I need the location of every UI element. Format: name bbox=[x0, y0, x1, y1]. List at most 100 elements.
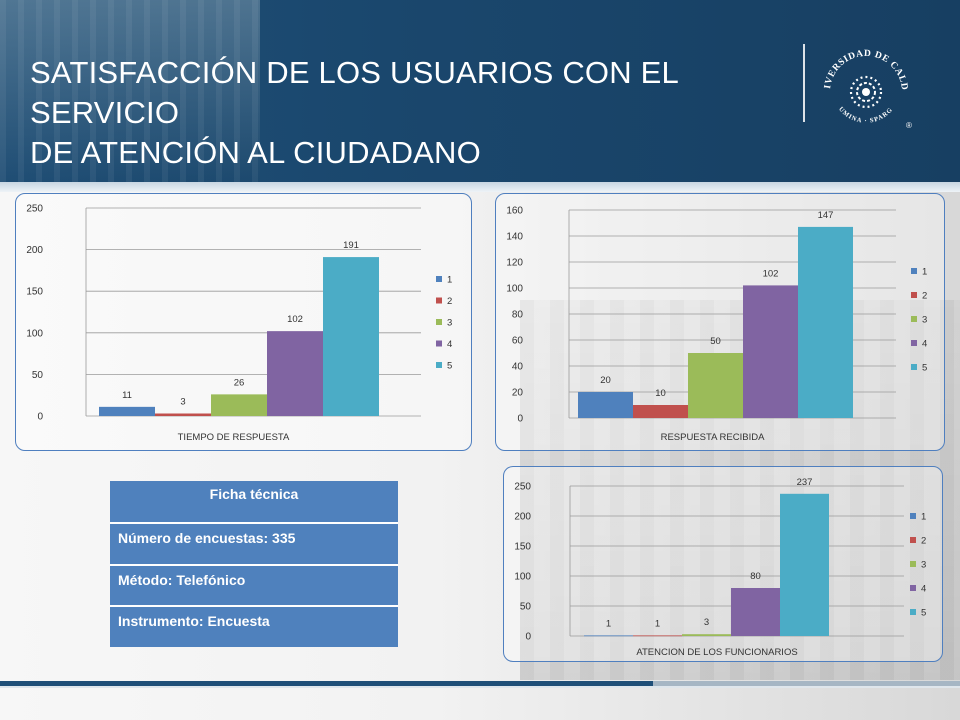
y-tick-label: 150 bbox=[26, 287, 43, 298]
bar-series-4 bbox=[731, 588, 780, 636]
bar-series-5 bbox=[323, 257, 379, 416]
slide-title: SATISFACCIÓN DE LOS USUARIOS CON EL SERV… bbox=[30, 53, 800, 173]
data-label: 10 bbox=[655, 388, 666, 399]
logo-arc-top-text: UNIVERSIDAD DE CALDAS bbox=[816, 40, 908, 91]
bar-series-3 bbox=[682, 634, 731, 636]
university-logo: UNIVERSIDAD DE CALDAS LUMINA · SPARGO ® bbox=[816, 40, 912, 130]
legend-swatch bbox=[911, 268, 917, 274]
y-tick-label: 200 bbox=[514, 512, 531, 523]
header-stripe bbox=[0, 182, 960, 192]
data-label: 102 bbox=[287, 314, 303, 325]
y-tick-label: 0 bbox=[37, 412, 43, 423]
y-tick-label: 50 bbox=[520, 602, 532, 613]
legend-label: 5 bbox=[922, 363, 927, 374]
y-tick-label: 60 bbox=[512, 336, 524, 347]
legend-swatch bbox=[910, 561, 916, 567]
data-label: 1 bbox=[606, 618, 611, 629]
y-tick-label: 0 bbox=[517, 414, 523, 425]
ficha-row-metodo: Método: Telefónico bbox=[110, 564, 398, 605]
legend-label: 1 bbox=[447, 275, 452, 286]
svg-text:UNIVERSIDAD DE CALDAS: UNIVERSIDAD DE CALDAS bbox=[816, 40, 909, 91]
header-campus-photo bbox=[0, 0, 260, 182]
chart-tiempo-respuesta: 0 50 100 150 200 250 11 3 26 102 191 TIEMPO DE RESP… bbox=[26, 204, 452, 444]
bar-series-4 bbox=[267, 331, 323, 416]
bar-series-3 bbox=[688, 353, 743, 418]
legend-swatch bbox=[910, 609, 916, 615]
legend-swatch bbox=[436, 276, 442, 282]
y-tick-label: 150 bbox=[514, 542, 531, 553]
legend-label: 4 bbox=[447, 339, 452, 350]
legend-swatch bbox=[910, 537, 916, 543]
data-label: 147 bbox=[818, 210, 834, 221]
y-tick-label: 160 bbox=[506, 206, 523, 217]
y-tick-label: 0 bbox=[525, 632, 531, 643]
bar-series-1 bbox=[99, 406, 155, 416]
legend-label: 4 bbox=[921, 584, 926, 595]
y-tick-label: 50 bbox=[32, 370, 44, 381]
legend-swatch bbox=[911, 364, 917, 370]
legend-swatch bbox=[436, 297, 442, 304]
y-tick-label: 20 bbox=[512, 388, 524, 399]
y-tick-label: 80 bbox=[512, 310, 524, 321]
data-label: 237 bbox=[797, 477, 813, 488]
legend-label: 2 bbox=[921, 536, 926, 547]
data-label: 80 bbox=[750, 571, 761, 582]
legend-swatch bbox=[436, 362, 442, 368]
y-tick-label: 200 bbox=[26, 245, 43, 256]
legend-swatch bbox=[436, 319, 442, 325]
bar-series-2 bbox=[633, 635, 682, 637]
data-label: 191 bbox=[343, 240, 359, 251]
title-line-2: DE ATENCIÓN AL CIUDADANO bbox=[30, 135, 481, 170]
legend-swatch bbox=[436, 340, 442, 347]
chart-tiempo-box: 0 50 100 150 200 250 11 3 26 102 191 TIEMPO DE RESP… bbox=[15, 193, 472, 451]
legend-label: 3 bbox=[922, 315, 927, 326]
legend-swatch bbox=[911, 340, 917, 346]
x-axis-title: TIEMPO DE RESPUESTA bbox=[178, 432, 290, 443]
logo-registered-mark: ® bbox=[906, 121, 912, 130]
x-axis-title: RESPUESTA RECIBIDA bbox=[661, 432, 765, 443]
y-tick-label: 40 bbox=[512, 362, 524, 373]
bar-series-4 bbox=[743, 285, 798, 418]
y-tick-label: 100 bbox=[506, 284, 523, 295]
bar-series-2 bbox=[633, 405, 688, 418]
chart-atencion-funcionarios: 0 50 100 150 200 250 1 1 3 80 237 ATENCION DE LOS F… bbox=[514, 477, 926, 658]
header-banner bbox=[0, 0, 960, 182]
chart-atencion-box: 0 50 100 150 200 250 1 1 3 80 237 ATENCION DE LOS F… bbox=[503, 466, 943, 662]
y-tick-label: 250 bbox=[514, 482, 531, 493]
chart-respuesta-box: 0 20 40 60 80 100 120 140 160 20 10 50 102 147 RESPUES… bbox=[495, 193, 945, 451]
x-axis-title: ATENCION DE LOS FUNCIONARIOS bbox=[636, 647, 797, 658]
y-tick-label: 140 bbox=[506, 232, 523, 243]
y-tick-label: 250 bbox=[26, 204, 43, 215]
bar-series-5 bbox=[798, 226, 853, 418]
ficha-row-instrumento: Instrumento: Encuesta bbox=[110, 605, 398, 647]
footer-bar-light bbox=[0, 686, 960, 688]
chart-respuesta-recibida: 0 20 40 60 80 100 120 140 160 20 10 50 102 147 RESPUES… bbox=[506, 206, 927, 444]
ficha-row-encuestas: Número de encuestas: 335 bbox=[110, 522, 398, 564]
data-label: 3 bbox=[180, 397, 185, 408]
legend-swatch bbox=[910, 585, 916, 591]
ficha-tecnica-table: Ficha técnica Número de encuestas: 335 M… bbox=[110, 481, 398, 647]
legend-label: 3 bbox=[447, 318, 452, 329]
legend-swatch bbox=[911, 292, 917, 298]
title-line-1: SATISFACCIÓN DE LOS USUARIOS CON EL SERV… bbox=[30, 55, 678, 130]
header-divider bbox=[803, 44, 805, 122]
data-label: 3 bbox=[704, 617, 709, 628]
y-tick-label: 100 bbox=[26, 328, 43, 339]
legend-label: 5 bbox=[447, 361, 452, 372]
y-tick-label: 100 bbox=[514, 572, 531, 583]
bar-series-1 bbox=[584, 635, 633, 637]
bar-series-2 bbox=[155, 413, 211, 416]
legend-label: 1 bbox=[921, 512, 926, 523]
data-label: 1 bbox=[655, 618, 660, 629]
bar-series-5 bbox=[780, 493, 829, 636]
legend-label: 4 bbox=[922, 339, 927, 350]
bar-series-3 bbox=[211, 394, 267, 416]
ficha-heading: Ficha técnica bbox=[110, 481, 398, 522]
logo-sun-icon bbox=[849, 75, 883, 109]
legend-label: 1 bbox=[922, 267, 927, 278]
legend-swatch bbox=[910, 513, 916, 519]
y-tick-label: 120 bbox=[506, 258, 523, 269]
data-label: 26 bbox=[234, 377, 245, 388]
legend-label: 2 bbox=[447, 296, 452, 307]
data-label: 20 bbox=[600, 375, 611, 386]
